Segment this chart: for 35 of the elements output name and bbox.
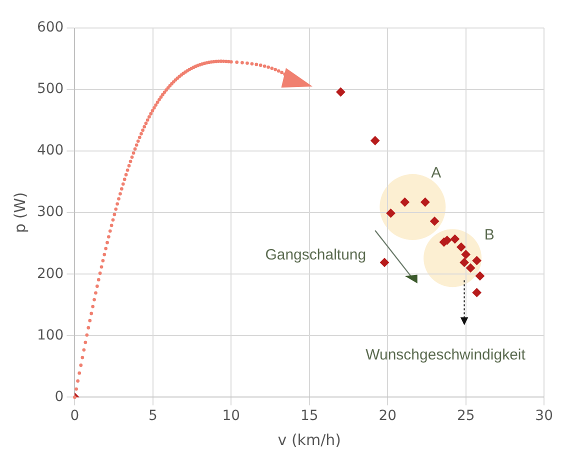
point — [386, 208, 396, 218]
y-tick-label: 300 — [36, 204, 64, 220]
y-axis-title: p (W) — [10, 192, 29, 234]
y-tick-label: 200 — [36, 266, 64, 282]
annotation: Gangschaltung — [265, 246, 366, 264]
point — [472, 256, 482, 266]
point — [420, 198, 430, 207]
x-tick-label: 0 — [70, 408, 80, 424]
point — [430, 216, 440, 226]
x-tick-label: 30 — [535, 408, 554, 424]
point — [456, 242, 466, 252]
point — [400, 198, 410, 207]
x-tick-label: 15 — [300, 408, 318, 424]
point — [475, 271, 484, 280]
x-tick-label: 5 — [148, 408, 158, 424]
annotation: Wunschgeschwindigkeit — [366, 346, 526, 364]
y-tick-label: 600 — [36, 20, 64, 36]
x-tick-label: 20 — [378, 408, 397, 424]
point — [450, 234, 460, 244]
point — [472, 288, 482, 298]
x-tick-label: 10 — [222, 408, 240, 424]
point — [460, 258, 469, 267]
point — [336, 87, 346, 96]
point — [370, 136, 380, 146]
y-tick-label: 100 — [36, 327, 64, 344]
y-tick-label: 400 — [36, 142, 64, 159]
point — [461, 250, 470, 259]
x-axis-title: v (km/h) — [278, 430, 342, 449]
point — [380, 258, 390, 267]
annotation: A — [431, 164, 442, 182]
x-tick-label: 25 — [456, 408, 475, 424]
annotation: B — [484, 226, 494, 244]
point — [466, 263, 476, 272]
y-tick-label: 0 — [54, 388, 64, 405]
y-tick-label: 500 — [36, 81, 64, 98]
